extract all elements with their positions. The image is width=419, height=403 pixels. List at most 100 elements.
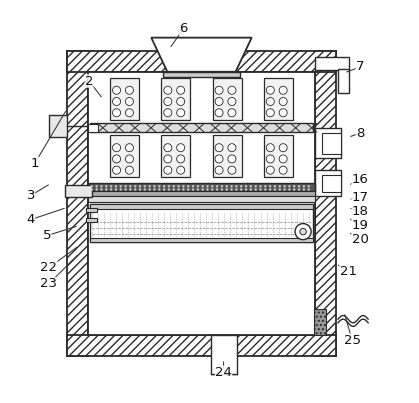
Circle shape	[113, 109, 121, 117]
Circle shape	[164, 166, 172, 174]
Bar	[264, 78, 293, 120]
Circle shape	[182, 188, 185, 191]
Circle shape	[113, 86, 121, 94]
Circle shape	[228, 109, 236, 117]
Circle shape	[215, 86, 223, 94]
Circle shape	[202, 188, 204, 191]
Bar	[163, 72, 240, 77]
Circle shape	[206, 188, 209, 191]
Circle shape	[215, 155, 223, 163]
Circle shape	[274, 188, 276, 191]
Circle shape	[228, 143, 236, 152]
Circle shape	[279, 86, 287, 94]
Text: 7: 7	[356, 60, 365, 73]
Polygon shape	[151, 37, 252, 72]
Circle shape	[125, 109, 133, 117]
Circle shape	[163, 185, 166, 187]
Circle shape	[266, 86, 274, 94]
Circle shape	[134, 188, 137, 191]
Circle shape	[197, 188, 199, 191]
Bar	[161, 135, 190, 177]
Circle shape	[105, 188, 108, 191]
Circle shape	[293, 188, 295, 191]
Circle shape	[293, 185, 295, 187]
Circle shape	[300, 229, 306, 235]
Circle shape	[124, 188, 127, 191]
Text: 20: 20	[352, 233, 369, 246]
Circle shape	[173, 185, 175, 187]
Circle shape	[105, 185, 108, 187]
Circle shape	[266, 109, 274, 117]
Bar	[315, 56, 349, 70]
Circle shape	[228, 155, 236, 163]
Circle shape	[177, 166, 185, 174]
Text: 22: 22	[40, 261, 57, 274]
Circle shape	[283, 185, 286, 187]
Circle shape	[279, 98, 287, 106]
Circle shape	[164, 98, 172, 106]
Circle shape	[264, 185, 266, 187]
Circle shape	[303, 188, 305, 191]
Circle shape	[295, 224, 311, 240]
Circle shape	[115, 185, 117, 187]
Circle shape	[125, 98, 133, 106]
Circle shape	[164, 143, 172, 152]
Circle shape	[266, 166, 274, 174]
Circle shape	[202, 185, 204, 187]
Circle shape	[235, 185, 238, 187]
Circle shape	[129, 185, 132, 187]
Bar	[88, 196, 315, 202]
Circle shape	[110, 185, 112, 187]
Circle shape	[211, 185, 214, 187]
Circle shape	[177, 143, 185, 152]
Circle shape	[228, 166, 236, 174]
Circle shape	[139, 185, 141, 187]
Text: 4: 4	[26, 213, 35, 226]
Circle shape	[197, 185, 199, 187]
Circle shape	[259, 188, 262, 191]
Circle shape	[125, 86, 133, 94]
Bar	[90, 238, 313, 242]
Circle shape	[298, 185, 300, 187]
Circle shape	[288, 185, 291, 187]
Text: 1: 1	[31, 157, 39, 170]
Circle shape	[192, 188, 194, 191]
Circle shape	[113, 166, 121, 174]
Circle shape	[110, 188, 112, 191]
Text: 21: 21	[339, 265, 357, 278]
Circle shape	[269, 185, 272, 187]
Circle shape	[250, 185, 252, 187]
Circle shape	[215, 166, 223, 174]
Circle shape	[139, 188, 141, 191]
Circle shape	[216, 188, 218, 191]
Bar	[161, 78, 190, 120]
Circle shape	[206, 185, 209, 187]
Text: 2: 2	[85, 75, 93, 87]
Text: 8: 8	[356, 127, 364, 140]
Text: 17: 17	[352, 191, 369, 204]
Circle shape	[240, 185, 243, 187]
Circle shape	[266, 98, 274, 106]
Circle shape	[303, 185, 305, 187]
Circle shape	[148, 185, 151, 187]
Circle shape	[269, 188, 272, 191]
Circle shape	[96, 185, 98, 187]
Bar	[88, 183, 315, 191]
Circle shape	[221, 185, 223, 187]
Bar	[110, 135, 139, 177]
Circle shape	[279, 166, 287, 174]
Circle shape	[279, 188, 281, 191]
Circle shape	[254, 188, 257, 191]
Circle shape	[225, 185, 228, 187]
Circle shape	[125, 143, 133, 152]
Circle shape	[228, 98, 236, 106]
Circle shape	[177, 188, 180, 191]
Circle shape	[168, 185, 170, 187]
Circle shape	[308, 188, 310, 191]
Bar	[322, 175, 341, 192]
Circle shape	[215, 143, 223, 152]
Circle shape	[266, 143, 274, 152]
Bar	[86, 208, 97, 212]
Text: 3: 3	[26, 189, 35, 202]
Circle shape	[230, 185, 233, 187]
